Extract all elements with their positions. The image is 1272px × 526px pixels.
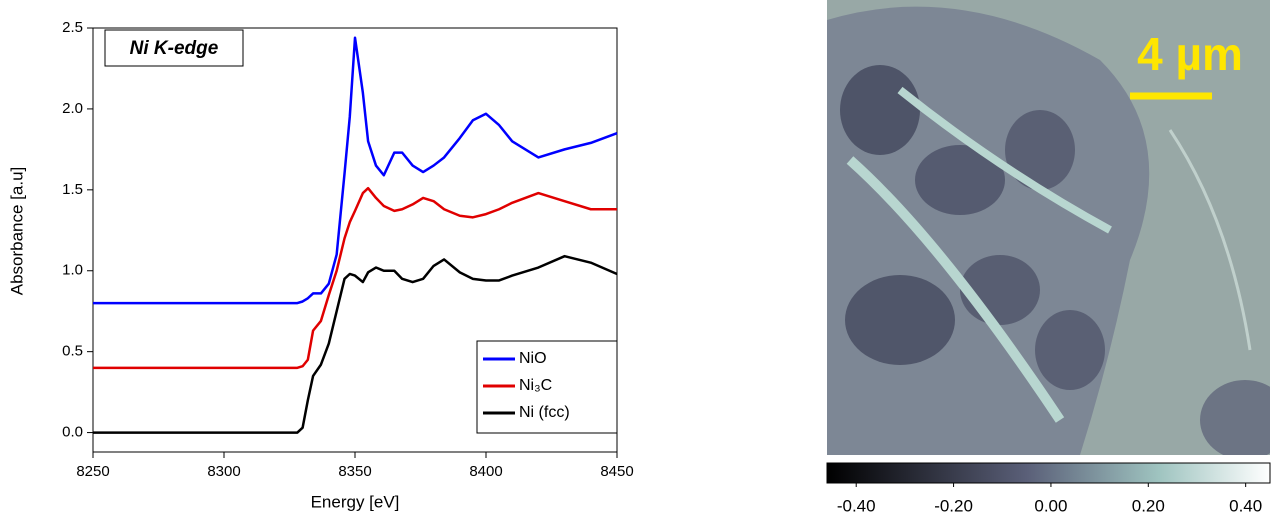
annotation-box xyxy=(104,29,244,67)
x-tick-label: 8450 xyxy=(600,463,633,480)
y-tick-label: 2.5 xyxy=(62,19,83,36)
legend-label: Ni₃C xyxy=(519,377,552,394)
y-tick-label: 2.0 xyxy=(62,100,83,117)
x-tick-label: 8400 xyxy=(469,463,502,480)
colorbar-tick-label: -0.40 xyxy=(837,496,876,515)
x-axis-label: Energy [eV] xyxy=(311,492,400,511)
annotation: Ni K-edge xyxy=(130,38,219,59)
legend-label: Ni (fcc) xyxy=(519,404,570,421)
y-tick-label: 0.0 xyxy=(62,424,83,441)
colorbar-tick-label: -0.20 xyxy=(934,496,973,515)
colorbar-tick-label: 0.40 xyxy=(1229,496,1262,515)
series-line xyxy=(93,36,618,305)
colorbar xyxy=(826,462,1271,484)
x-tick-label: 8250 xyxy=(76,463,109,480)
y-axis-label: Absorbance [a.u] xyxy=(7,167,26,296)
y-tick-label: 1.5 xyxy=(62,181,83,198)
y-tick-label: 1.0 xyxy=(62,262,83,279)
x-tick-label: 8350 xyxy=(338,463,371,480)
y-tick-label: 0.5 xyxy=(62,343,83,360)
micrograph xyxy=(827,0,1270,455)
colorbar-tick-label: 0.00 xyxy=(1034,496,1067,515)
scale-bar-label: 4 µm xyxy=(1137,28,1243,80)
colorbar-tick-label: 0.20 xyxy=(1132,496,1165,515)
x-tick-label: 8300 xyxy=(207,463,240,480)
series-line xyxy=(93,254,618,434)
series-line xyxy=(93,186,617,370)
legend-label: NiO xyxy=(519,350,547,367)
